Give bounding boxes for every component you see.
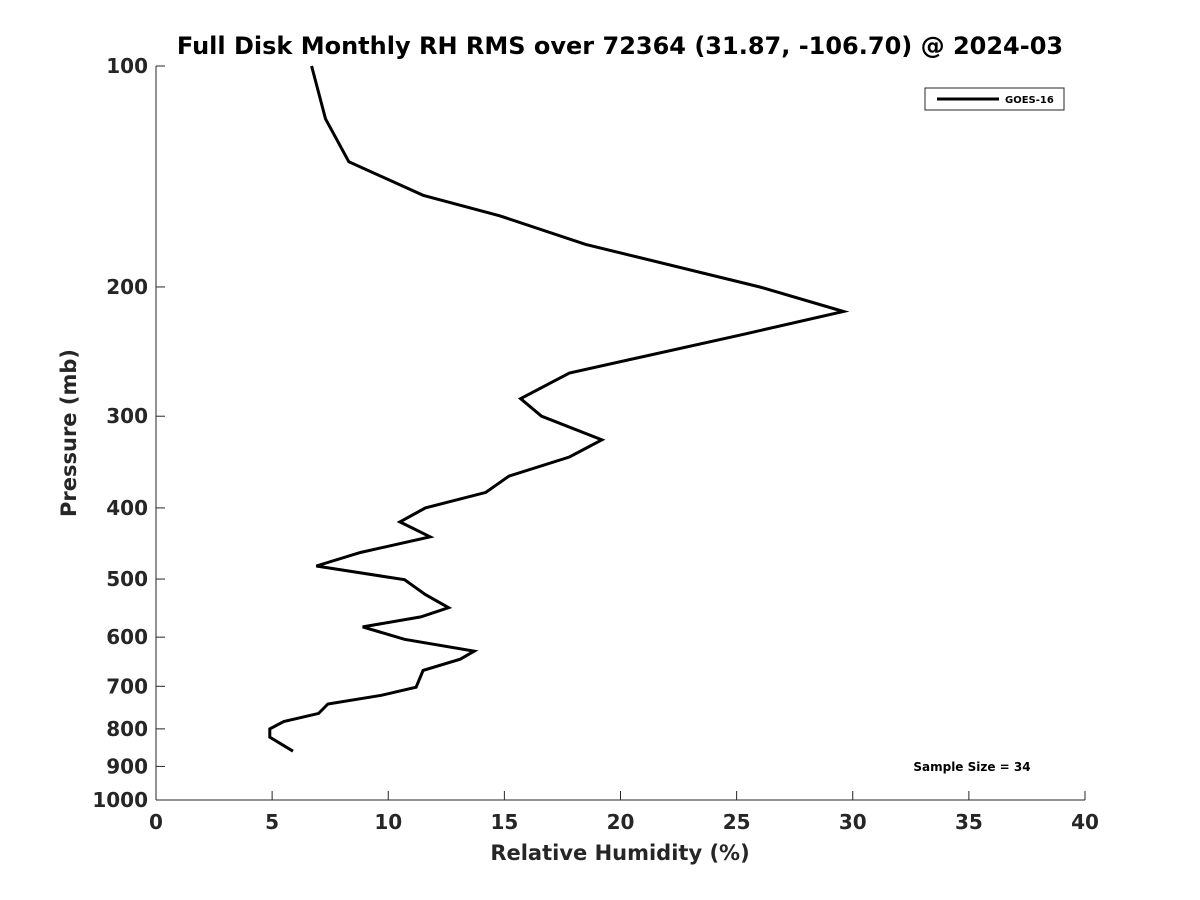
x-tick-label: 25: [723, 810, 751, 834]
x-tick-label: 5: [265, 810, 279, 834]
x-axis-label: Relative Humidity (%): [490, 841, 749, 865]
sample-size-annotation: Sample Size = 34: [913, 760, 1030, 774]
x-tick-label: 20: [607, 810, 635, 834]
y-axis-label: Pressure (mb): [57, 349, 81, 517]
y-tick-label: 900: [106, 754, 148, 778]
y-tick-label: 600: [106, 625, 148, 649]
x-tick-label: 15: [490, 810, 518, 834]
y-tick-label: 500: [106, 567, 148, 591]
y-tick-label: 800: [106, 717, 148, 741]
y-tick-label: 400: [106, 496, 148, 520]
series-line-goes-16: [268, 65, 850, 753]
y-tick-label: 100: [106, 54, 148, 78]
x-ticks: 0 5 10 15 20 25 30 35 40: [149, 791, 1099, 834]
y-ticks: 100 200 300 400 500 600 700 800 900 1000: [92, 54, 165, 812]
y-tick-label: 700: [106, 674, 148, 698]
legend: GOES-16: [924, 87, 1065, 111]
x-tick-label: 40: [1071, 810, 1099, 834]
x-tick-label: 30: [839, 810, 867, 834]
y-tick-label: 1000: [92, 788, 148, 812]
x-tick-label: 0: [149, 810, 163, 834]
chart-title: Full Disk Monthly RH RMS over 72364 (31.…: [177, 32, 1063, 60]
x-tick-label: 35: [955, 810, 983, 834]
y-tick-label: 200: [106, 275, 148, 299]
axes: [155, 66, 1085, 801]
y-tick-label: 300: [106, 404, 148, 428]
legend-label-goes-16: GOES-16: [1005, 95, 1054, 106]
x-tick-label: 10: [374, 810, 402, 834]
